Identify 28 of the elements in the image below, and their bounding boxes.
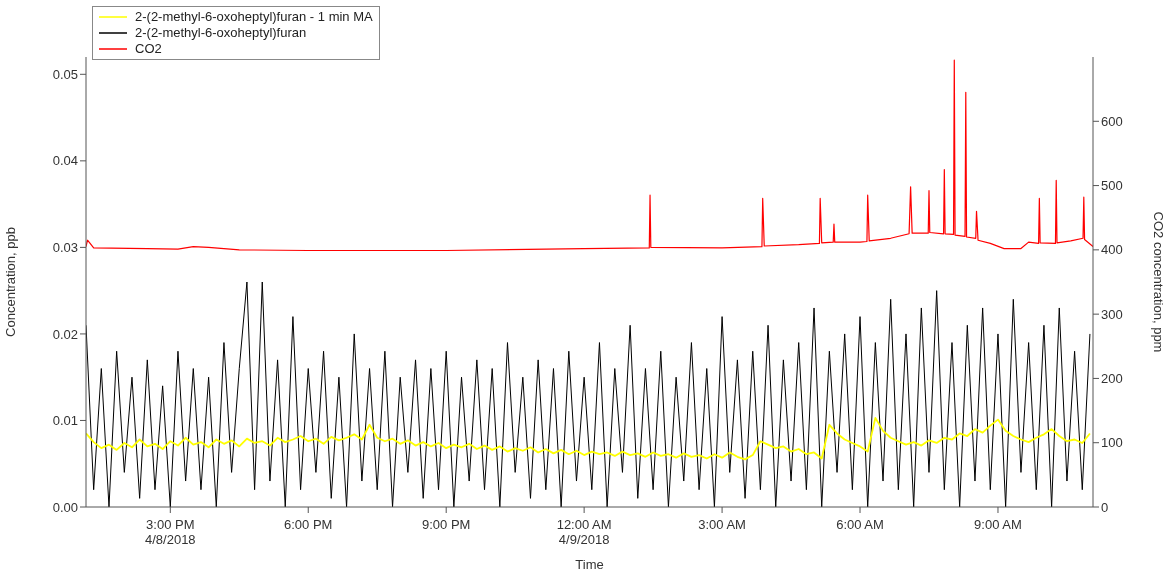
y2-tick-label: 0 xyxy=(1101,499,1109,515)
x-tick-label: 9:00 AM xyxy=(974,517,1022,532)
x-tick-label: 12:00 AM 4/9/2018 xyxy=(556,517,612,547)
y2-tick-label: 600 xyxy=(1101,113,1123,129)
y-axis-title: Concentration, ppb xyxy=(2,227,18,337)
legend-label: CO2 xyxy=(135,41,162,57)
y2-tick-label: 500 xyxy=(1101,178,1123,194)
y-tick-label: 0.02 xyxy=(52,326,78,342)
y-tick-label: 0.01 xyxy=(52,413,78,429)
y2-tick-label: 100 xyxy=(1101,435,1123,451)
x-tick-label: 9:00 PM xyxy=(421,517,471,532)
x-tick-label: 6:00 PM xyxy=(284,517,333,532)
y-tick-label: 0.03 xyxy=(52,240,78,255)
line-series xyxy=(86,416,1091,461)
y-tick-label: 0.04 xyxy=(52,153,78,169)
y2-tick-label: 400 xyxy=(1101,242,1123,258)
x-axis-title: Time xyxy=(575,557,604,572)
legend-label: 2-(2-methyl-6-oxoheptyl)furan - 1 min MA xyxy=(135,9,373,25)
x-tick-label: 3:00 PM 4/8/2018 xyxy=(145,517,196,547)
legend-label: 2-(2-methyl-6-oxoheptyl)furan xyxy=(135,25,307,41)
line-series xyxy=(86,59,1093,252)
x-tick-label: 3:00 AM xyxy=(698,517,746,532)
y2-axis-title: CO2 concentration, ppm xyxy=(1151,211,1165,353)
y-tick-label: 0.00 xyxy=(52,499,78,515)
y-tick-label: 0.05 xyxy=(52,66,78,82)
x-tick-label: 6:00 AM xyxy=(836,517,884,532)
y2-tick-label: 300 xyxy=(1101,306,1123,322)
y2-tick-label: 200 xyxy=(1101,371,1123,387)
